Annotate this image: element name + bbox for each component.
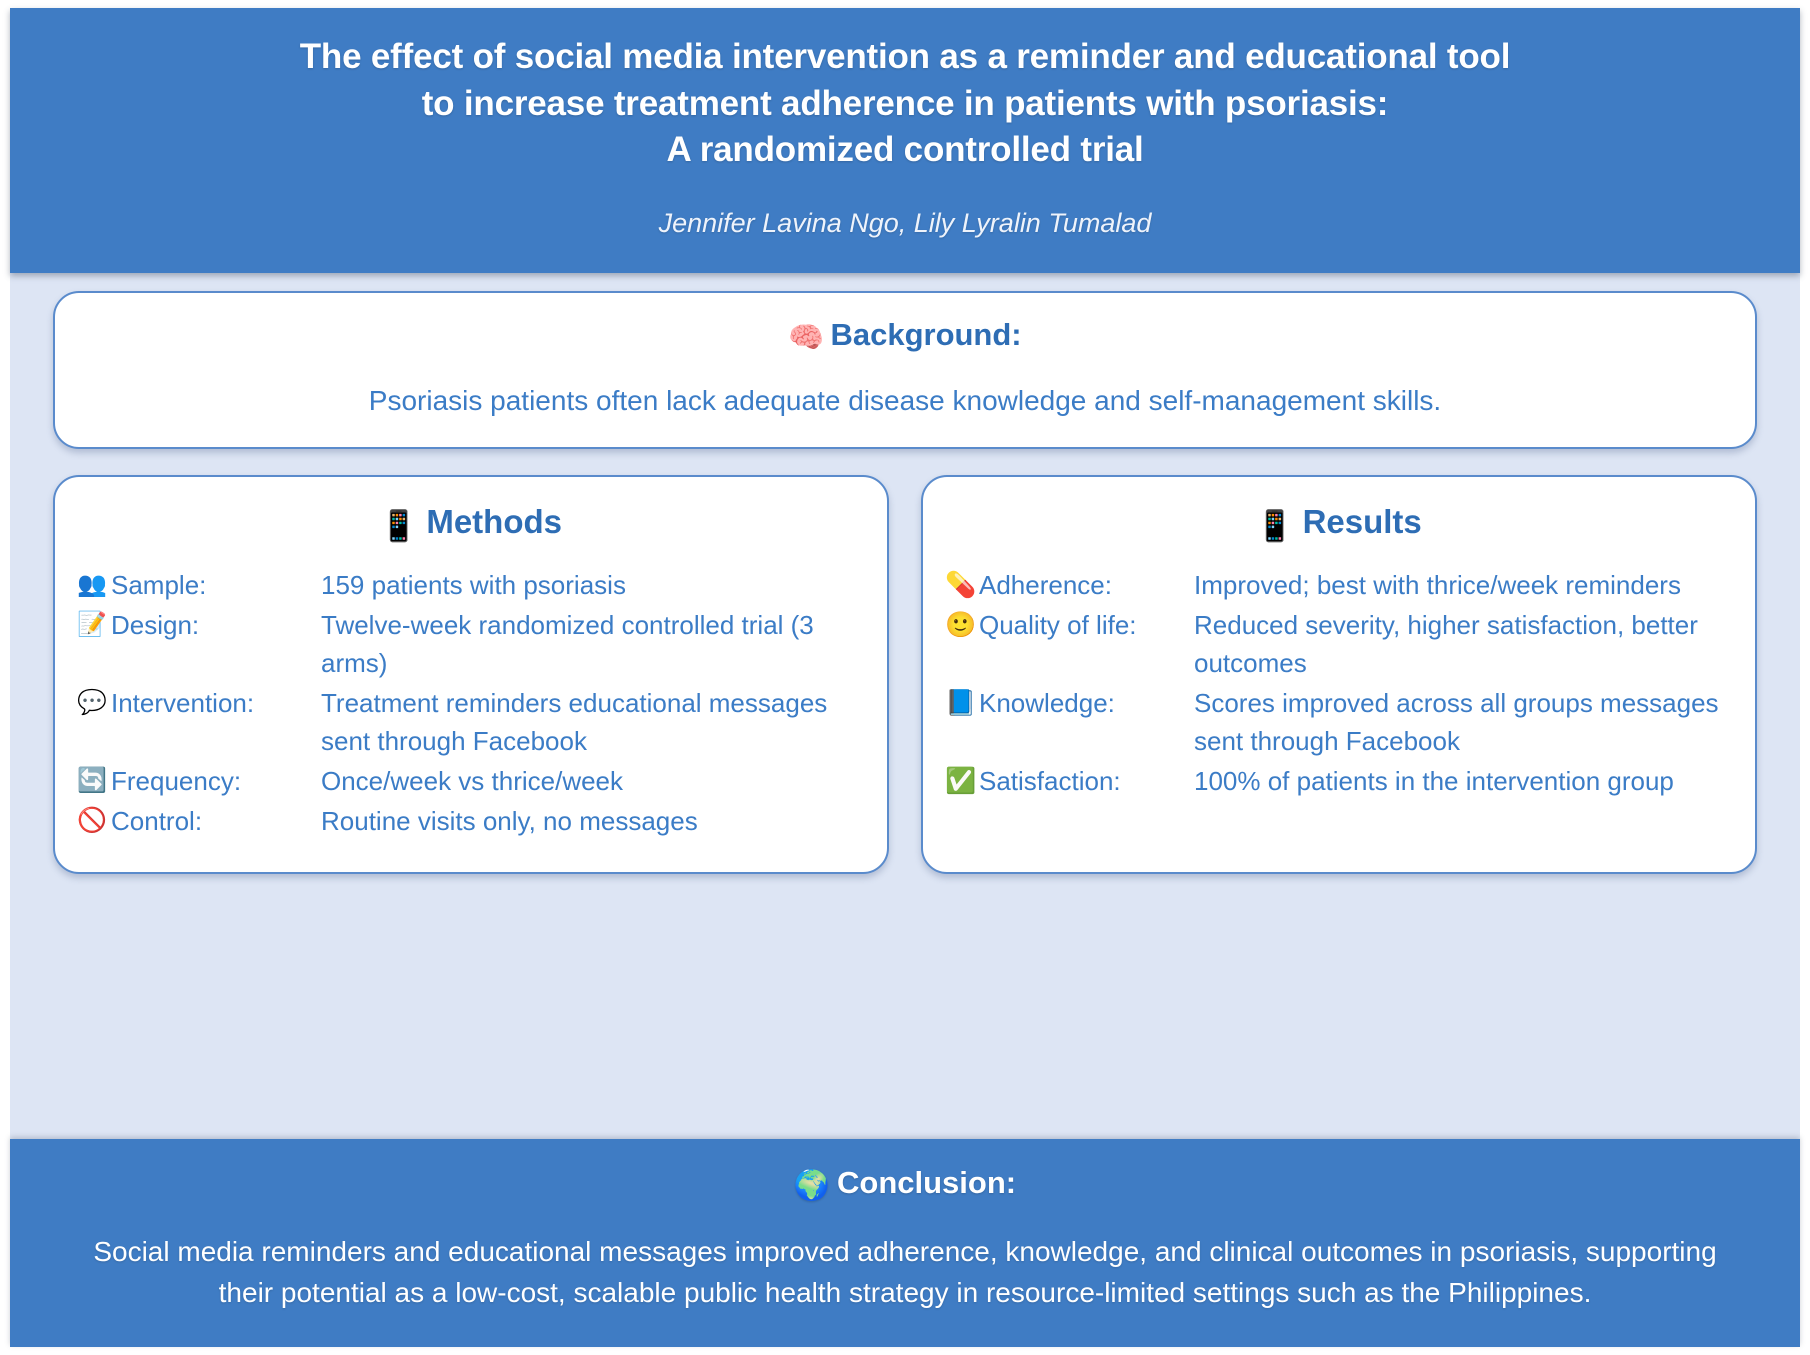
methods-row-label: Sample:	[111, 569, 207, 600]
results-row-label: Adherence:	[979, 569, 1112, 600]
brain-icon: 🧠	[788, 321, 825, 354]
conclusion-heading: 🌍 Conclusion:	[70, 1165, 1740, 1203]
results-row: 🙂 Quality of life: Reduced severity, hig…	[945, 606, 1733, 682]
results-heading: 📱 Results	[945, 503, 1733, 544]
methods-row-label: Control:	[111, 805, 203, 836]
methods-card: 📱 Methods 👥 Sample: 159 patients with pso…	[53, 474, 889, 874]
results-row-list: 💊 Adherence: Improved; best with thrice/…	[945, 566, 1733, 802]
methods-row-label: Intervention:	[111, 687, 255, 718]
poster-title-line-3: A randomized controlled trial	[666, 130, 1144, 170]
results-card: 📱 Results 💊 Adherence: Improved; best wit…	[921, 474, 1757, 874]
methods-row: 💬 Intervention: Treatment reminders educ…	[77, 684, 865, 760]
background-heading: 🧠 Background:	[85, 317, 1725, 355]
results-row-value: Reduced severity, higher satisfaction, b…	[1194, 609, 1698, 678]
memo-icon: 📝	[77, 610, 107, 638]
results-heading-label: Results	[1302, 502, 1422, 540]
methods-row-list: 👥 Sample: 159 patients with psoriasis 📝 …	[77, 566, 865, 842]
prohibited-icon: 🚫	[77, 806, 107, 834]
results-row-value: Scores improved across all groups messag…	[1194, 687, 1719, 756]
methods-row-value: Once/week vs thrice/week	[321, 765, 624, 796]
methods-row-value: Twelve-week randomized controlled trial …	[321, 609, 814, 678]
methods-results-row: 📱 Methods 👥 Sample: 159 patients with pso…	[53, 474, 1757, 874]
methods-row: 📝 Design: Twelve-week randomized control…	[77, 606, 865, 682]
poster-title-line-1: The effect of social media intervention …	[299, 37, 1511, 76]
methods-row-label: Design:	[111, 609, 200, 640]
check-mark-button-icon: ✅	[945, 766, 977, 795]
results-row-value: 100% of patients in the intervention gro…	[1194, 765, 1674, 796]
results-row-label: Knowledge:	[979, 687, 1115, 718]
methods-row: 🚫 Control: Routine visits only, no messa…	[77, 802, 865, 840]
slightly-smiling-face-icon: 🙂	[945, 610, 977, 639]
methods-heading-label: Methods	[426, 502, 563, 540]
methods-heading: 📱 Methods	[77, 503, 865, 544]
blue-book-icon: 📘	[945, 688, 977, 717]
conclusion-heading-label: Conclusion:	[837, 1164, 1017, 1200]
methods-row-value: Routine visits only, no messages	[321, 805, 698, 836]
results-row-value: Improved; best with thrice/week reminder…	[1194, 569, 1681, 600]
results-row-label: Quality of life:	[979, 609, 1137, 640]
poster-main-content: 🧠 Background: Psoriasis patients often la…	[10, 273, 1800, 1115]
conclusion-text: Social media reminders and educational m…	[93, 1235, 1717, 1308]
globe-icon: 🌍	[793, 1169, 830, 1202]
results-row: 💊 Adherence: Improved; best with thrice/…	[945, 566, 1733, 604]
poster-body: The effect of social media intervention …	[10, 8, 1800, 1347]
busts-in-silhouette-icon: 👥	[77, 570, 107, 598]
pill-icon: 💊	[945, 570, 977, 599]
counterclockwise-arrows-icon: 🔄	[77, 766, 107, 794]
poster-header: The effect of social media intervention …	[10, 8, 1800, 273]
mobile-phone-icon: 📱	[379, 509, 418, 543]
poster-title-line-2: to increase treatment adherence in patie…	[421, 83, 1389, 123]
speech-balloon-icon: 💬	[77, 688, 107, 716]
results-row-label: Satisfaction:	[979, 765, 1121, 796]
methods-row-value: Treatment reminders educational messages…	[321, 687, 828, 756]
poster-authors: Jennifer Lavina Ngo, Lily Lyralin Tumala…	[658, 207, 1152, 238]
mobile-phone-icon: 📱	[1256, 509, 1294, 543]
conclusion-section: 🌍 Conclusion: Social media reminders and …	[10, 1138, 1800, 1347]
results-row: ✅ Satisfaction: 100% of patients in the …	[945, 762, 1733, 800]
methods-row-label: Frequency:	[111, 765, 242, 796]
methods-row-value: 159 patients with psoriasis	[321, 569, 626, 600]
results-row: 📘 Knowledge: Scores improved across all …	[945, 684, 1733, 760]
methods-row: 🔄 Frequency: Once/week vs thrice/week	[77, 762, 865, 800]
background-heading-label: Background:	[830, 316, 1022, 352]
methods-row: 👥 Sample: 159 patients with psoriasis	[77, 566, 865, 604]
background-text: Psoriasis patients often lack adequate d…	[368, 384, 1442, 416]
background-card: 🧠 Background: Psoriasis patients often la…	[53, 290, 1757, 449]
